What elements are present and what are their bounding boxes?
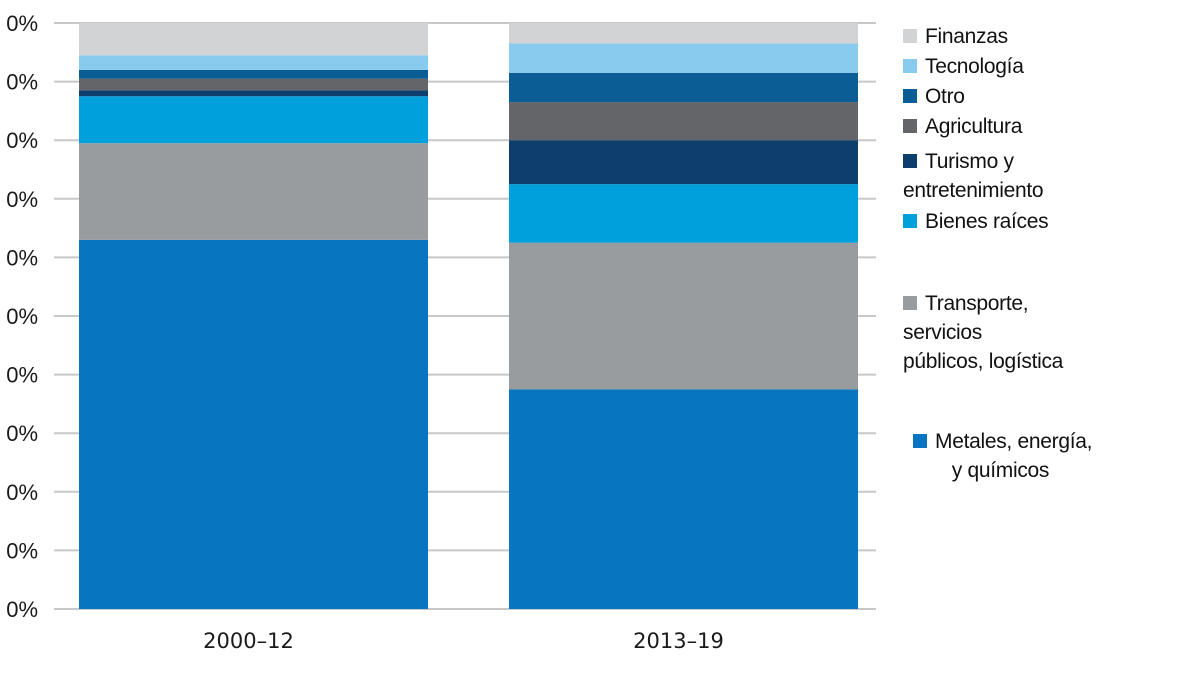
y-tick-label: 0%	[6, 128, 38, 153]
bar-segment	[509, 184, 858, 243]
y-tick-label: 0%	[6, 70, 38, 95]
x-category-label: 2000–12	[203, 629, 294, 653]
legend-label: Bienes raíces	[925, 210, 1049, 233]
y-tick-label: 0%	[6, 363, 38, 388]
bar-segment	[509, 140, 858, 185]
legend-item: Tecnología	[903, 52, 1024, 81]
legend-swatch	[913, 434, 927, 448]
legend-swatch	[903, 89, 917, 103]
legend-label: Tecnología	[925, 55, 1024, 78]
x-category-label: 2013–19	[633, 629, 724, 653]
bar-segment	[79, 90, 428, 97]
y-tick-label: 0%	[6, 480, 38, 505]
legend-swatch	[903, 214, 917, 228]
legend: Finanzas Tecnología Otro Agricultura Turismo…	[900, 0, 1200, 675]
legend-swatch	[903, 59, 917, 73]
bar-segment	[79, 69, 428, 79]
bar-segment	[79, 55, 428, 70]
legend-label: Finanzas	[925, 25, 1008, 48]
bar-segment	[509, 23, 858, 44]
bar-segment	[509, 389, 858, 609]
legend-item: Metales, energía, y químicos	[913, 427, 1092, 485]
y-tick-label: 0%	[6, 538, 38, 563]
bar-segment	[509, 102, 858, 141]
y-tick-label: 0%	[6, 245, 38, 270]
legend-label: Transporte, servicios públicos, logístic…	[903, 292, 1064, 373]
bar-segment	[79, 78, 428, 91]
y-tick-labels: 0% 0% 0% 0% 0% 0% 0% 0% 0% 0% 0%	[6, 11, 38, 622]
bar-segment	[79, 96, 428, 144]
bar-segment	[79, 143, 428, 240]
bar-segment	[509, 72, 858, 103]
x-category-labels: 2000–12 2013–19	[203, 629, 724, 653]
y-tick-label: 0%	[6, 597, 38, 622]
legend-label: Agricultura	[925, 115, 1023, 138]
y-tick-label: 0%	[6, 421, 38, 446]
legend-item: Agricultura	[903, 112, 1022, 141]
y-tick-label: 0%	[6, 304, 38, 329]
bar-segment	[79, 239, 428, 609]
legend-swatch	[903, 29, 917, 43]
legend-item: Transporte, servicios públicos, logístic…	[903, 289, 1063, 376]
legend-label: Turismo y entretenimiento	[903, 150, 1044, 202]
legend-item: Turismo y entretenimiento	[903, 147, 1044, 205]
legend-swatch	[903, 296, 917, 310]
legend-item: Finanzas	[903, 22, 1008, 51]
bar-segment	[509, 43, 858, 73]
bars	[79, 23, 858, 609]
legend-swatch	[903, 154, 917, 168]
legend-item: Bienes raíces	[903, 207, 1049, 236]
legend-item: Otro	[903, 82, 965, 111]
bar-segment	[509, 242, 858, 390]
legend-swatch	[903, 119, 917, 133]
y-tick-label: 0%	[6, 187, 38, 212]
legend-label: Otro	[925, 85, 965, 108]
legend-label: Metales, energía, y químicos	[935, 430, 1093, 482]
y-tick-label: 0%	[6, 11, 38, 36]
bar-segment	[79, 23, 428, 56]
